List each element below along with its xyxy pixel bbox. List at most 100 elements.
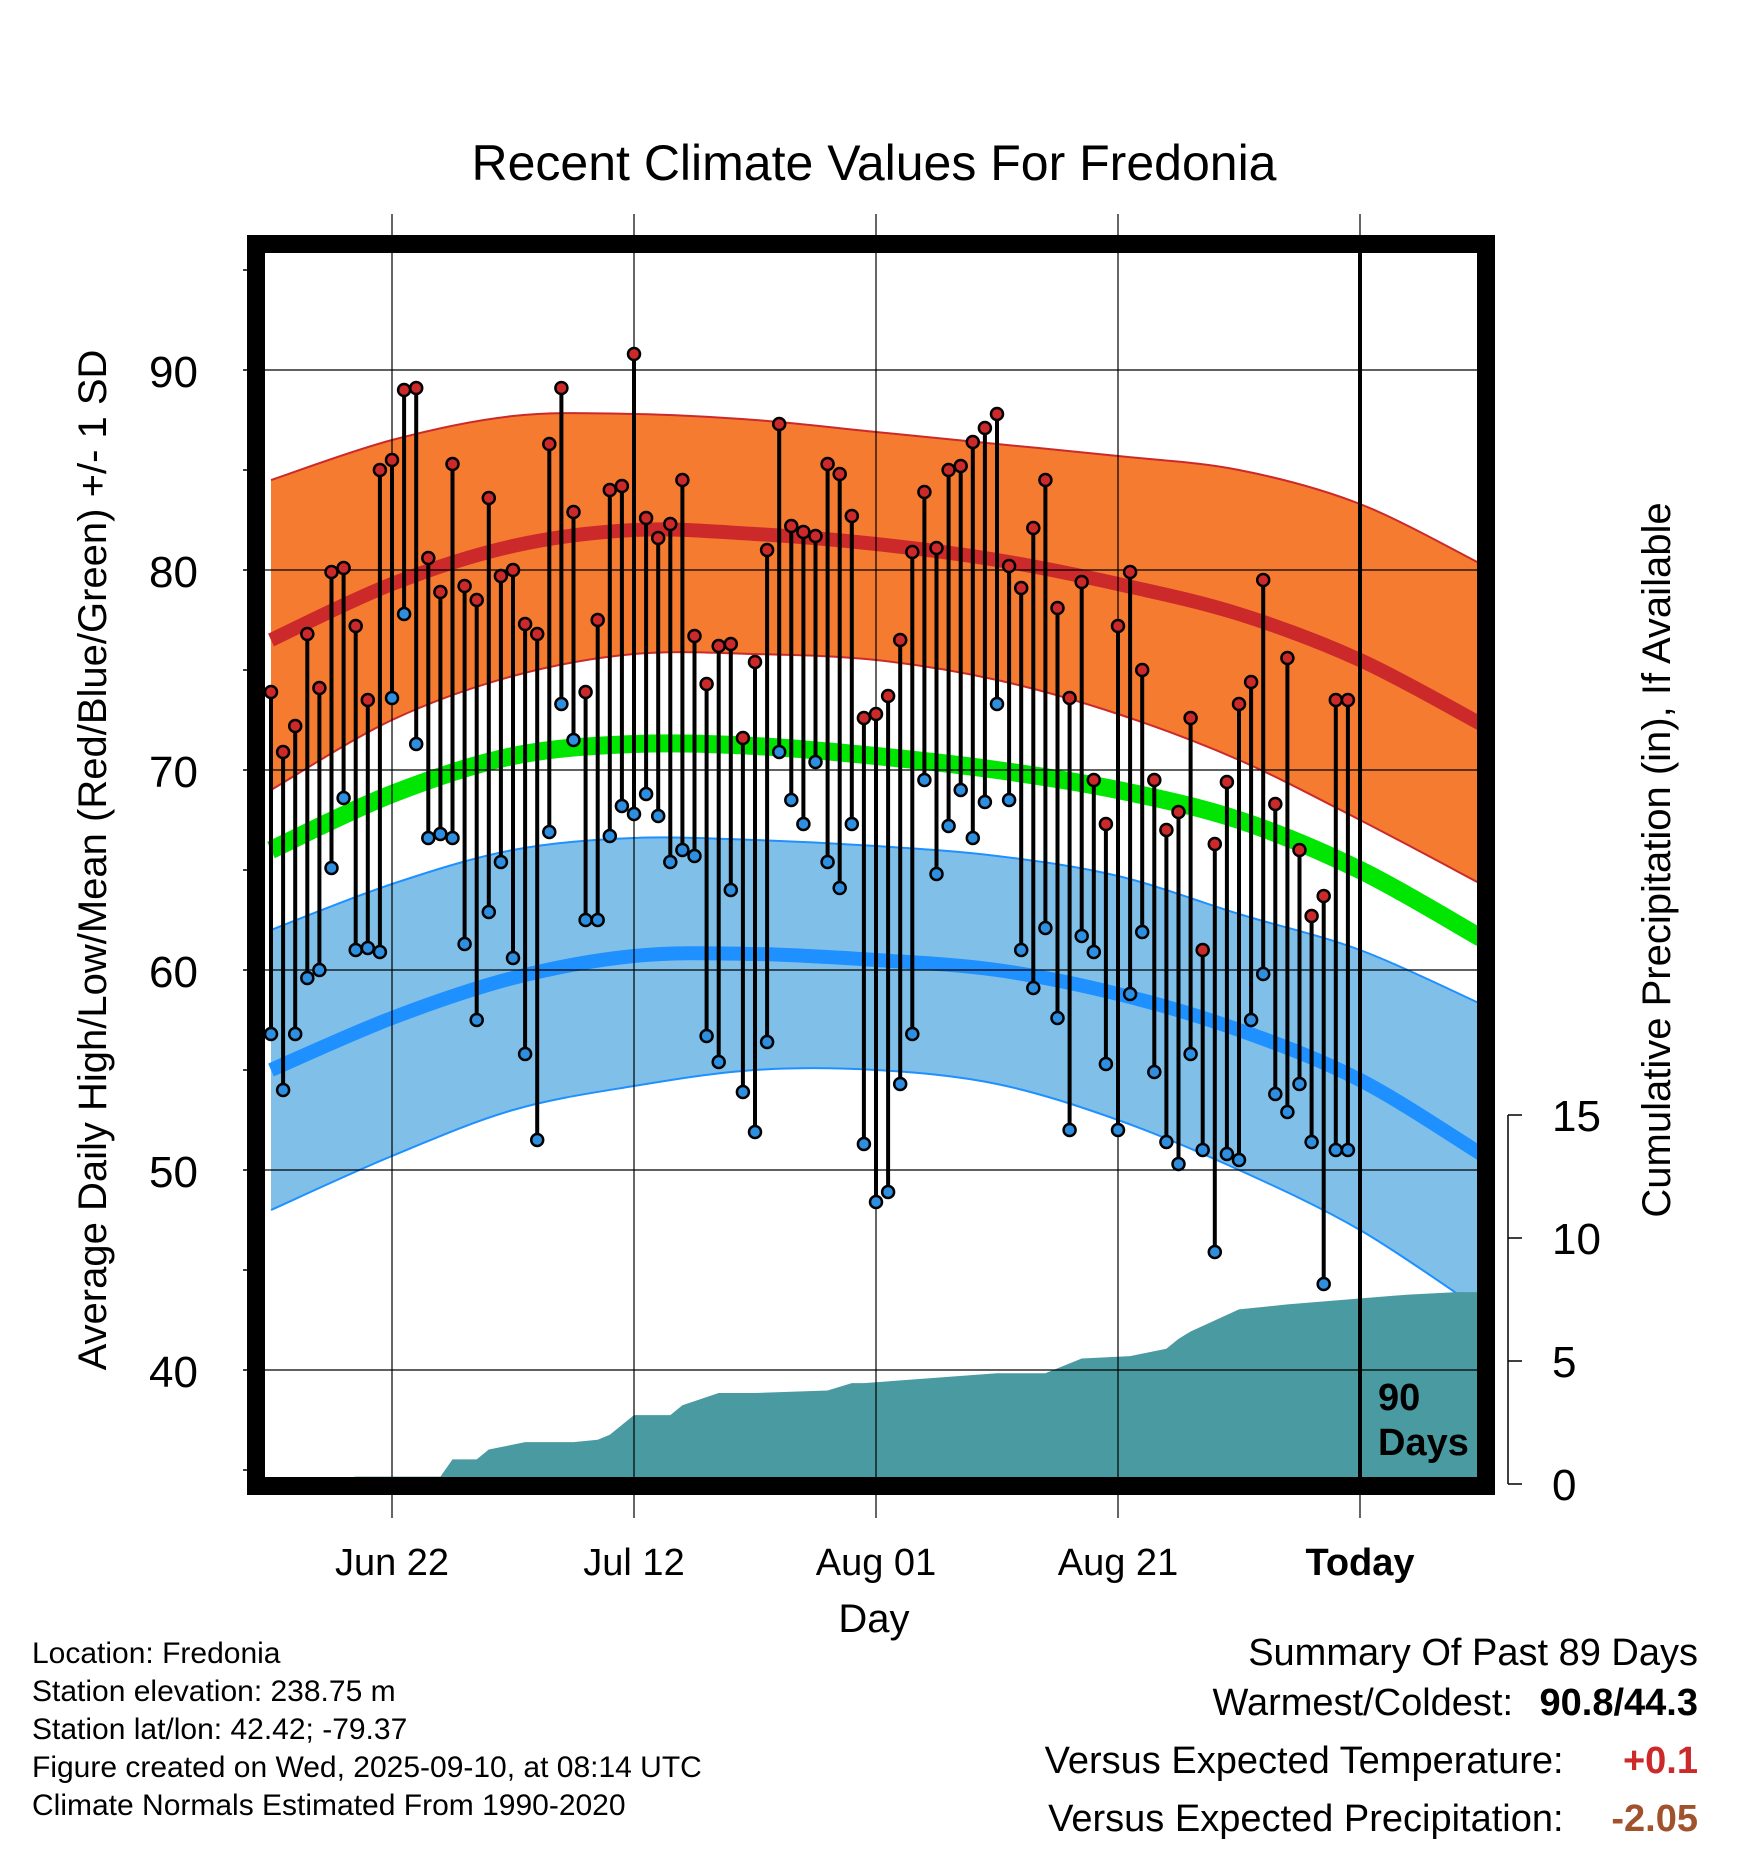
high-temp-point — [1038, 472, 1053, 488]
summary-panel: Summary Of Past 89 Days Warmest/Coldest:… — [1045, 1628, 1698, 1852]
low-temp-point — [1280, 1104, 1295, 1120]
low-temp-point — [638, 786, 654, 802]
high-temp-point — [1195, 942, 1210, 958]
low-temp-point — [384, 690, 400, 706]
high-temp-point — [747, 654, 763, 670]
high-temp-point — [965, 434, 981, 450]
plot-border — [247, 235, 1495, 1495]
plot-frame — [247, 235, 1495, 1495]
daily-stems — [269, 354, 1350, 1284]
low-temp-point — [905, 1026, 920, 1042]
low-temp-point — [1062, 1122, 1077, 1138]
low-temp-point — [324, 860, 339, 876]
high-temp-point — [517, 616, 533, 632]
high-temp-point — [1243, 674, 1259, 690]
high-temp-point — [1122, 564, 1138, 580]
low-temp-point — [892, 1076, 908, 1092]
low-temp-point — [505, 950, 521, 966]
low-temp-point — [856, 1136, 872, 1152]
high-temp-point — [626, 346, 642, 362]
high-temp-point — [1159, 822, 1174, 838]
high-temp-point — [759, 542, 775, 558]
low-temp-point — [578, 912, 593, 928]
high-temp-point — [989, 406, 1005, 422]
low-temp-point — [808, 754, 823, 770]
low-temp-point — [796, 816, 811, 832]
high-temp-point — [892, 632, 908, 648]
low-temp-point — [687, 848, 702, 864]
low-temp-point — [1304, 1134, 1319, 1150]
low-temp-point — [590, 912, 605, 928]
low-temp-point — [663, 854, 678, 870]
high-temp-point — [663, 516, 678, 532]
high-temp-point — [711, 638, 726, 654]
low-temp-point — [965, 830, 981, 846]
high-temp-point — [590, 612, 605, 628]
high-temp-point — [263, 684, 279, 700]
daily-points — [263, 346, 1356, 1292]
low-temp-point — [300, 970, 315, 986]
high-temp-point — [1001, 558, 1017, 574]
high-temp-point — [1062, 690, 1077, 706]
low-temp-point — [312, 962, 327, 978]
y-tick-label: 80 — [149, 548, 198, 597]
y-axis-label: Average Daily High/Low/Mean (Red/Blue/Gr… — [71, 350, 115, 1371]
y-tick-label: 60 — [149, 948, 198, 997]
low-temp-point — [1074, 928, 1089, 944]
low-temp-point — [832, 880, 847, 896]
high-temp-point — [372, 462, 388, 478]
high-temp-point — [1086, 772, 1102, 788]
high-temp-point — [699, 676, 714, 692]
high-temp-point — [1147, 772, 1162, 788]
high-temp-point — [1207, 836, 1223, 852]
low-temp-point — [529, 1132, 545, 1148]
low-temp-point — [953, 782, 968, 798]
low-temp-point — [1001, 792, 1017, 808]
x-axis-label: Day — [838, 1597, 909, 1641]
high-temp-point — [505, 562, 521, 578]
y-tick-label: 50 — [149, 1148, 198, 1197]
low-temp-point — [1255, 966, 1271, 982]
y2-tick-label: 15 — [1552, 1092, 1601, 1141]
high-temp-point — [578, 684, 593, 700]
precip-deviation-value: -2.05 — [1611, 1798, 1698, 1840]
high-temp-point — [1280, 650, 1295, 666]
high-temp-point — [481, 490, 497, 506]
x-tick-label: Jun 22 — [335, 1542, 449, 1584]
low-temp-point — [1316, 1276, 1331, 1292]
high-temp-point — [433, 584, 448, 600]
y2-tick-label: 10 — [1552, 1215, 1601, 1264]
high-temp-point — [493, 568, 509, 584]
low-temp-point — [542, 824, 557, 840]
high-temp-point — [1340, 692, 1356, 708]
low-temp-point — [1183, 1046, 1198, 1062]
high-temp-point — [336, 560, 351, 576]
high-temp-point — [832, 466, 847, 482]
high-temp-point — [1171, 804, 1186, 820]
low-temp-point — [421, 830, 436, 846]
low-temp-point — [517, 1046, 533, 1062]
low-temp-point — [917, 772, 932, 788]
low-temp-point — [602, 828, 618, 844]
warmest-value: 90.8 — [1539, 1682, 1614, 1724]
low-temp-point — [360, 940, 376, 956]
low-temp-point — [1122, 986, 1138, 1002]
high-temp-point — [542, 436, 557, 452]
low-temp-point — [408, 736, 424, 752]
y2-tick-label: 5 — [1552, 1338, 1576, 1387]
low-temp-point — [868, 1194, 884, 1210]
high-temp-point — [723, 636, 739, 652]
low-temp-point — [723, 882, 739, 898]
low-temp-point — [469, 1012, 484, 1028]
high-temp-point — [650, 530, 666, 546]
y2-axis-label: Cumulative Precipitation (in), If Availa… — [1635, 502, 1679, 1217]
high-temp-point — [784, 518, 799, 534]
low-temp-point — [1026, 980, 1041, 996]
high-temp-point — [384, 452, 400, 468]
high-temp-point — [324, 564, 339, 580]
low-temp-point — [1050, 1010, 1065, 1026]
temp-deviation-value: +0.1 — [1622, 1740, 1698, 1782]
x-tick-label: Today — [1305, 1542, 1414, 1584]
high-temp-point — [953, 458, 968, 474]
high-temp-point — [675, 472, 690, 488]
